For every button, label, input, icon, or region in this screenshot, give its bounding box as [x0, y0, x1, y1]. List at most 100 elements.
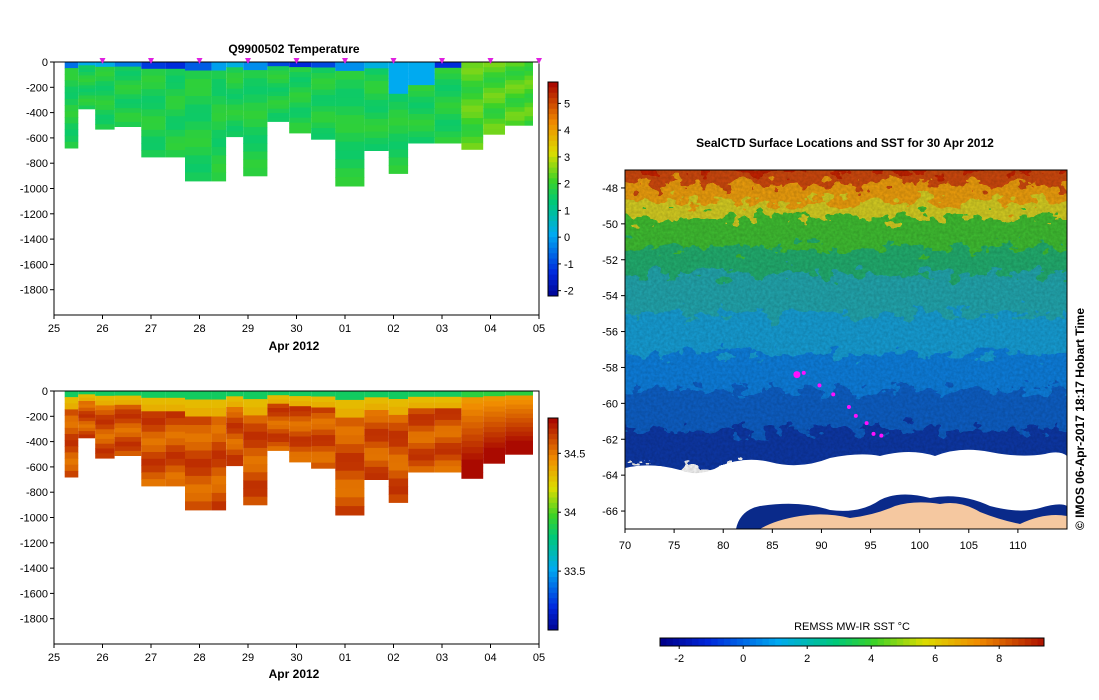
colorbar-segment — [548, 614, 558, 620]
data-cell — [211, 104, 227, 114]
data-cell — [408, 454, 435, 461]
data-cell — [185, 163, 212, 173]
bottom-x-axis-label: Apr 2012 — [269, 667, 320, 681]
data-cell — [95, 119, 115, 125]
data-cell — [141, 123, 166, 131]
data-cell — [461, 453, 484, 460]
data-cell — [114, 441, 142, 447]
data-cell — [434, 414, 462, 421]
colorbar-tick-label: 34 — [564, 507, 576, 519]
data-cell — [211, 450, 227, 460]
data-cell — [434, 448, 462, 456]
data-cell — [226, 428, 244, 435]
data-cell — [364, 62, 389, 69]
data-cell — [505, 431, 525, 437]
sst-colorbar: -2 0 2 4 6 8 — [659, 637, 1045, 665]
x-tick-label: 01 — [339, 323, 351, 335]
colorbar-segment — [548, 418, 558, 424]
y-tick-label: 0 — [42, 386, 48, 398]
colorbar-segment — [548, 108, 558, 115]
colorbar-segment — [548, 124, 558, 131]
colorbar-segment — [548, 140, 558, 147]
colorbar-segment — [548, 226, 558, 233]
colorbar-tick-label: 4 — [564, 125, 570, 137]
y-tick-label: -1200 — [20, 209, 48, 221]
colorbar-segment — [548, 471, 558, 477]
lat-tick-label: -52 — [602, 255, 618, 267]
data-cell — [185, 475, 212, 485]
data-cell — [78, 434, 96, 439]
colorbar-segment — [948, 638, 955, 646]
y-tick-label: -1600 — [20, 259, 48, 271]
data-cell — [165, 418, 185, 426]
data-cell — [95, 114, 115, 120]
colorbar-segment — [548, 156, 558, 163]
x-tick-label: 30 — [290, 652, 302, 664]
data-cell — [95, 66, 115, 73]
data-cell — [226, 407, 244, 413]
data-cell — [267, 433, 290, 439]
profile-marker — [342, 58, 348, 64]
colorbar-segment — [548, 119, 558, 126]
data-cell — [364, 473, 389, 480]
colorbar-segment — [548, 608, 558, 615]
data-cell — [267, 87, 290, 93]
data-cell — [388, 109, 409, 119]
colorbar-segment — [548, 103, 558, 110]
data-cell — [434, 108, 462, 115]
data-cell — [524, 418, 533, 424]
data-cell — [243, 399, 268, 408]
data-cell — [335, 506, 365, 516]
data-cell — [78, 68, 96, 73]
x-tick-label: 02 — [387, 323, 399, 335]
data-cell — [226, 412, 244, 419]
colorbar-segment — [548, 555, 558, 562]
data-cell — [243, 86, 268, 95]
data-cell — [185, 408, 212, 417]
colorbar-segment — [548, 550, 558, 557]
colorbar-segment — [749, 638, 757, 646]
data-cell — [226, 72, 244, 79]
data-cell — [141, 116, 166, 124]
data-cell — [388, 406, 409, 416]
data-cell — [211, 146, 227, 156]
data-cell — [185, 62, 212, 71]
data-cell — [289, 411, 311, 417]
colorbar-segment — [794, 638, 802, 646]
data-cell — [267, 425, 290, 430]
colorbar-segment — [1005, 638, 1013, 646]
data-cell — [64, 464, 79, 472]
data-cell — [311, 451, 336, 458]
data-cell — [267, 412, 290, 417]
data-cell — [335, 115, 365, 125]
data-cell — [185, 458, 212, 468]
colorbar-segment — [704, 638, 712, 646]
data-cell — [524, 102, 533, 108]
data-cell — [78, 394, 96, 399]
data-cell — [505, 80, 525, 86]
salinity-colorbar: 34.5 34 33.5 — [547, 417, 585, 631]
data-cell — [243, 94, 268, 104]
data-cell — [388, 157, 409, 166]
colorbar-segment — [916, 638, 923, 646]
data-cell — [165, 68, 185, 77]
colorbar-segment — [935, 638, 943, 646]
data-cell — [64, 62, 79, 69]
data-cell — [243, 472, 268, 481]
data-cell — [311, 429, 336, 436]
data-cell — [388, 85, 409, 95]
data-cell — [64, 421, 79, 429]
data-cell — [289, 102, 311, 109]
data-cell — [524, 431, 533, 437]
data-cell — [408, 419, 435, 427]
colorbar-segment — [548, 545, 558, 551]
colorbar-segment — [884, 638, 891, 646]
data-cell — [185, 433, 212, 443]
data-cell — [505, 62, 525, 67]
colorbar-segment — [548, 205, 558, 211]
data-cell — [185, 492, 212, 502]
data-cell — [388, 62, 409, 71]
colorbar-tick-label: 0 — [564, 232, 570, 244]
data-cell — [311, 73, 336, 79]
